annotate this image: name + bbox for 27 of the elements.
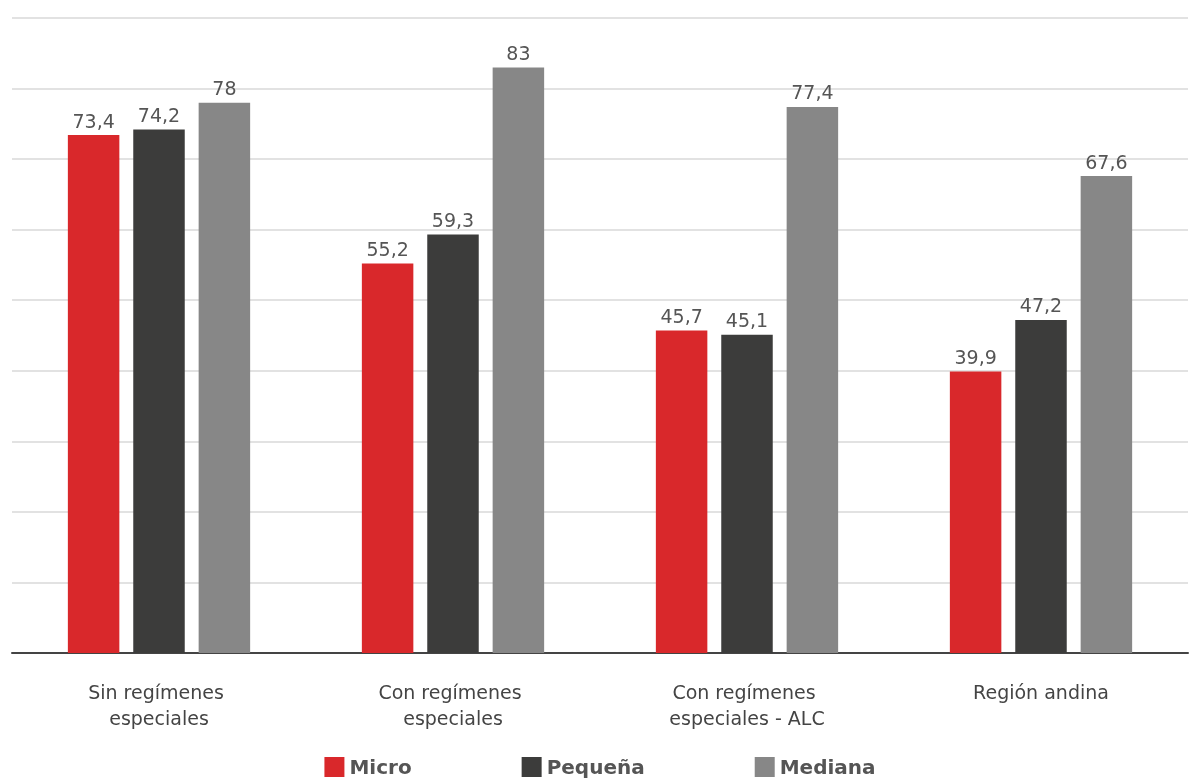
data-label: 83 [506, 41, 531, 64]
bar [361, 263, 414, 653]
legend-label: Mediana [779, 755, 876, 779]
x-tick-label: Región andina [973, 681, 1109, 703]
data-label: 47,2 [1019, 294, 1063, 317]
data-label: 39,9 [954, 345, 997, 368]
legend-label: Pequeña [546, 755, 645, 779]
data-label: 55,2 [366, 238, 409, 261]
legend-label: Micro [349, 755, 412, 779]
data-label: 59,3 [431, 209, 475, 232]
bar [67, 135, 120, 653]
data-label: 67,6 [1085, 150, 1128, 173]
data-label: 73,4 [72, 109, 115, 132]
data-label: 74,2 [137, 103, 181, 126]
data-label: 45,7 [660, 305, 703, 328]
bar [786, 106, 839, 653]
x-tick-label: Sin regímenes especiales [88, 681, 230, 729]
data-label: 77,4 [791, 81, 834, 104]
bar [655, 330, 708, 653]
x-tick-label: Con regímenes especiales - ALC [669, 681, 825, 729]
bar [198, 102, 251, 653]
data-label: 45,1 [725, 309, 769, 332]
bar [949, 371, 1002, 653]
x-tick-label: Con regímenes especiales [378, 681, 528, 729]
data-label: 78 [212, 77, 237, 100]
bar [492, 67, 545, 653]
bar [1080, 176, 1133, 653]
